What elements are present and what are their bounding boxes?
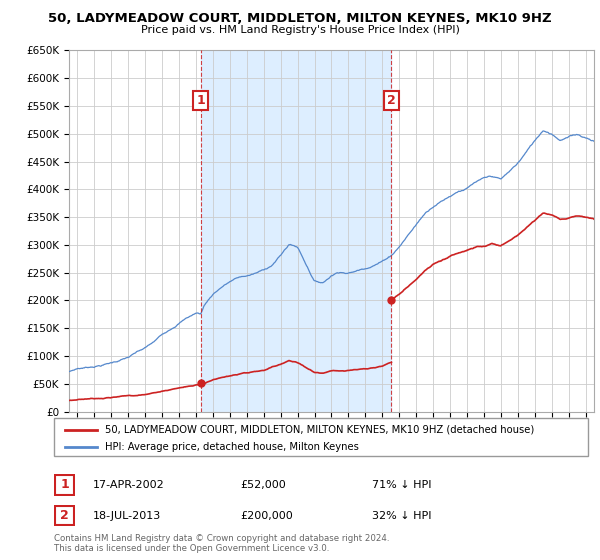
Bar: [201, 50, 391, 412]
Text: Contains HM Land Registry data © Crown copyright and database right 2024.
This d: Contains HM Land Registry data © Crown c…: [54, 534, 389, 553]
Text: 32% ↓ HPI: 32% ↓ HPI: [372, 511, 431, 521]
Text: 50, LADYMEADOW COURT, MIDDLETON, MILTON KEYNES, MK10 9HZ: 50, LADYMEADOW COURT, MIDDLETON, MILTON …: [48, 12, 552, 25]
Text: 17-APR-2002: 17-APR-2002: [93, 480, 165, 490]
Text: HPI: Average price, detached house, Milton Keynes: HPI: Average price, detached house, Milt…: [105, 442, 359, 452]
Text: 50, LADYMEADOW COURT, MIDDLETON, MILTON KEYNES, MK10 9HZ (detached house): 50, LADYMEADOW COURT, MIDDLETON, MILTON …: [105, 424, 534, 435]
Text: £52,000: £52,000: [240, 480, 286, 490]
Text: 1: 1: [60, 478, 69, 492]
FancyBboxPatch shape: [54, 418, 588, 456]
Text: 71% ↓ HPI: 71% ↓ HPI: [372, 480, 431, 490]
Text: 2: 2: [387, 94, 396, 107]
FancyBboxPatch shape: [55, 475, 74, 494]
FancyBboxPatch shape: [55, 506, 74, 525]
Text: 2: 2: [60, 509, 69, 522]
Text: 18-JUL-2013: 18-JUL-2013: [93, 511, 161, 521]
Text: Price paid vs. HM Land Registry's House Price Index (HPI): Price paid vs. HM Land Registry's House …: [140, 25, 460, 35]
Text: £200,000: £200,000: [240, 511, 293, 521]
Text: 1: 1: [197, 94, 205, 107]
